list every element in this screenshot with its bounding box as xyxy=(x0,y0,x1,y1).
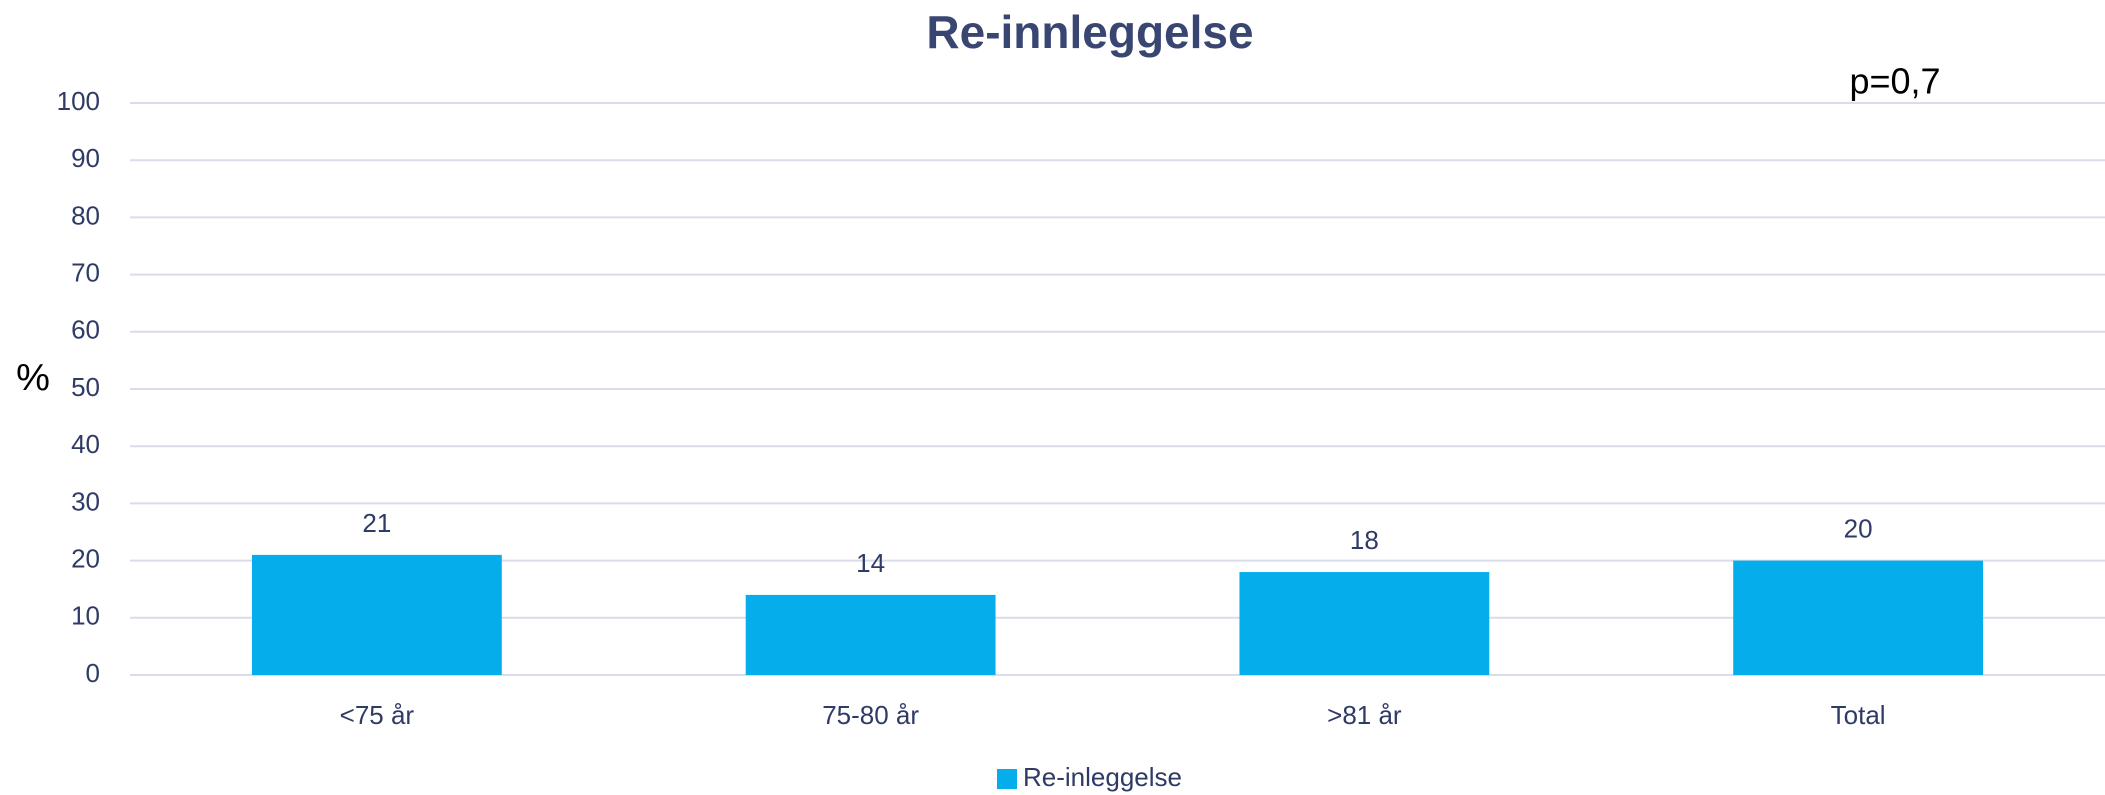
y-tick-label: 70 xyxy=(71,257,100,287)
legend-label: Re-inleggelse xyxy=(1023,762,1182,792)
y-tick-label: 30 xyxy=(71,486,100,516)
y-tick-label: 10 xyxy=(71,601,100,631)
y-tick-label: 80 xyxy=(71,200,100,230)
bar xyxy=(1733,560,1984,675)
chart-title: Re-innleggelse xyxy=(926,6,1253,58)
y-tick-label: 20 xyxy=(71,543,100,573)
bar xyxy=(1239,572,1490,675)
y-axis-label: % xyxy=(16,357,50,399)
data-label: 21 xyxy=(362,508,391,538)
x-tick-label: 75-80 år xyxy=(822,700,919,730)
x-tick-label: <75 år xyxy=(340,700,415,730)
y-tick-label: 50 xyxy=(71,372,100,402)
data-label: 18 xyxy=(1350,525,1379,555)
bar xyxy=(745,594,996,675)
bar xyxy=(251,554,502,675)
y-tick-label: 100 xyxy=(57,86,100,116)
data-label: 20 xyxy=(1844,513,1873,543)
data-label: 14 xyxy=(856,548,885,578)
y-tick-label: 90 xyxy=(71,143,100,173)
y-tick-label: 0 xyxy=(86,658,100,688)
x-tick-label: Total xyxy=(1831,700,1886,730)
y-tick-label: 60 xyxy=(71,315,100,345)
annotation: p=0,7 xyxy=(1849,61,1940,102)
x-tick-label: >81 år xyxy=(1327,700,1402,730)
y-tick-label: 40 xyxy=(71,429,100,459)
legend-swatch xyxy=(997,769,1017,789)
